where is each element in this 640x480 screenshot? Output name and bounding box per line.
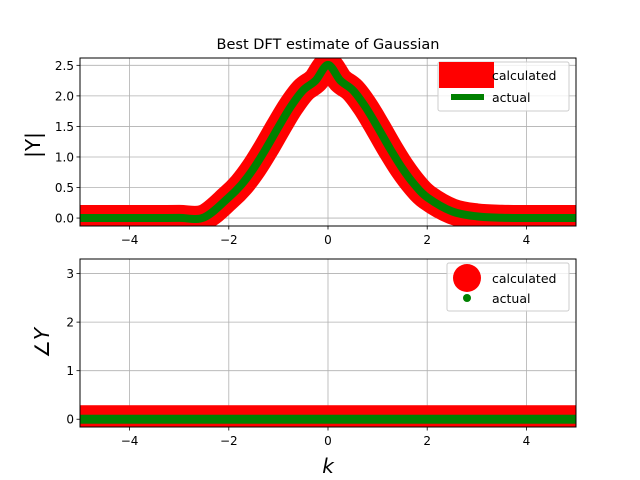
top-legend-actual-label: actual: [492, 90, 531, 105]
bottom-x-tick-label: 2: [423, 434, 431, 448]
top-y-tick-label: 0.0: [55, 212, 74, 226]
top-actual-line: [80, 60, 576, 224]
bottom-x-tick-label: −4: [121, 434, 139, 448]
bottom-x-tick-label: 4: [523, 434, 531, 448]
bottom-axes: −4 −2 0 2 4 0 1 2 3 ∠Y k calculated actual: [30, 258, 577, 478]
bottom-plot-area: [80, 405, 576, 427]
bottom-x-ticks: −4 −2 0 2 4: [121, 427, 530, 448]
bottom-y-tick-label: 1: [66, 364, 74, 378]
bottom-legend-actual-swatch: [463, 294, 471, 302]
top-x-tick-label: 4: [523, 233, 531, 247]
top-y-tick-label: 2.0: [55, 89, 74, 103]
top-x-tick-label: −4: [121, 233, 139, 247]
bottom-legend-calculated-swatch: [453, 264, 481, 292]
bottom-y-ticks: 0 1 2 3: [66, 267, 80, 427]
bottom-legend-actual-label: actual: [492, 291, 531, 306]
bottom-y-tick-label: 3: [66, 267, 74, 281]
top-y-tick-label: 1.5: [55, 120, 74, 134]
top-y-tick-label: 2.5: [55, 59, 74, 73]
top-x-ticks: −4 −2 0 2 4: [121, 226, 530, 247]
bottom-legend: calculated actual: [446, 262, 570, 312]
bottom-y-tick-label: 2: [66, 316, 74, 330]
top-x-tick-label: 2: [423, 233, 431, 247]
bottom-actual-markers: [80, 414, 576, 424]
top-x-tick-label: 0: [324, 233, 332, 247]
top-axes: −4 −2 0 2 4 0.0 0.5 1.0 1.5 2.0 2.5 |Y| calculate…: [21, 57, 577, 247]
bottom-y-axis-label: ∠Y: [30, 326, 54, 358]
top-x-tick-label: −2: [220, 233, 238, 247]
chart-title: Best DFT estimate of Gaussian: [217, 37, 440, 53]
top-plot-area: [80, 58, 576, 226]
bottom-x-tick-label: −2: [220, 434, 238, 448]
bottom-legend-calculated-label: calculated: [492, 271, 556, 286]
top-y-tick-label: 1.0: [55, 150, 74, 164]
x-axis-label: k: [322, 454, 335, 478]
top-y-axis-label: |Y|: [21, 132, 45, 158]
top-legend: calculated actual: [437, 61, 570, 112]
top-y-tick-label: 0.5: [55, 181, 74, 195]
bottom-y-tick-label: 0: [66, 413, 74, 427]
bottom-x-tick-label: 0: [324, 434, 332, 448]
top-y-ticks: 0.0 0.5 1.0 1.5 2.0 2.5: [55, 59, 80, 226]
top-legend-calculated-label: calculated: [492, 68, 556, 83]
